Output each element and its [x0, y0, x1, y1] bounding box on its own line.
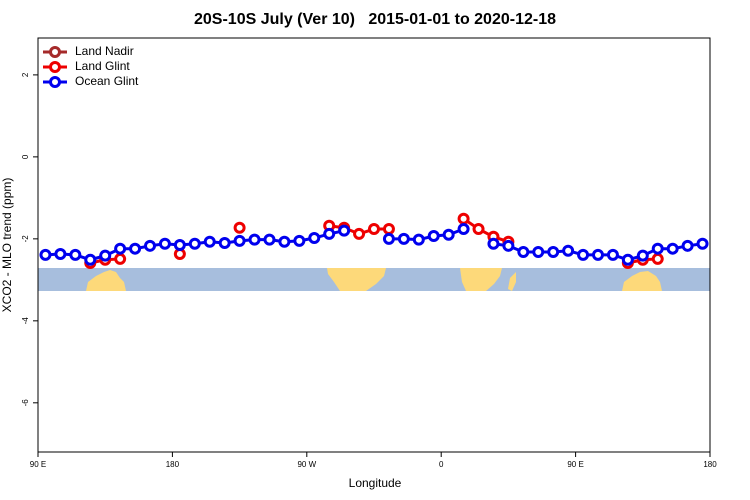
data-point: [323, 227, 336, 240]
data-point: [547, 245, 560, 258]
data-point: [457, 223, 470, 236]
data-point: [368, 223, 380, 236]
legend-label: Land Glint: [75, 59, 130, 73]
data-point: [382, 232, 395, 245]
data-point: [248, 233, 261, 246]
data-point: [308, 232, 321, 245]
data-point: [636, 249, 649, 262]
data-point: [144, 239, 156, 252]
plot-frame: [37, 37, 711, 453]
data-point: [427, 229, 440, 242]
data-point: [203, 235, 216, 248]
data-point: [218, 236, 231, 249]
data-point: [39, 248, 52, 261]
legend-marker: [49, 46, 61, 58]
data-point: [69, 248, 82, 261]
map-band: [38, 268, 710, 291]
data-point: [278, 235, 291, 248]
x-tick-label: 180: [166, 460, 180, 469]
legend-marker: [49, 61, 61, 73]
data-point: [99, 249, 112, 262]
data-point: [681, 239, 694, 252]
legend-label: Land Nadir: [75, 44, 134, 58]
y-tick-label: 0: [21, 154, 30, 159]
x-tick-label: 90 E: [567, 460, 583, 469]
data-point: [472, 223, 485, 236]
y-tick-label: 2: [21, 72, 30, 77]
data-point: [129, 242, 142, 255]
data-point: [412, 233, 425, 246]
data-point: [353, 227, 366, 240]
data-point: [517, 245, 530, 258]
x-tick-label: 180: [703, 460, 717, 469]
data-point: [158, 237, 171, 250]
data-point: [188, 237, 201, 250]
chart-title: 20S-10S July (Ver 10) 2015-01-01 to 2020…: [194, 11, 556, 28]
x-axis-label: Longitude: [349, 476, 402, 490]
data-point: [666, 242, 679, 255]
data-point: [577, 248, 590, 261]
x-tick-label: 0: [439, 460, 444, 469]
data-point: [173, 239, 186, 251]
y-tick-label: -6: [21, 399, 30, 407]
data-point: [263, 233, 276, 246]
data-point: [114, 242, 127, 255]
data-point: [651, 252, 664, 265]
data-point: [233, 221, 246, 234]
data-point: [696, 237, 709, 250]
y-tick-label: -4: [21, 317, 30, 325]
data-point: [651, 242, 664, 255]
data-point: [487, 237, 500, 250]
data-point: [606, 248, 619, 261]
x-tick-label: 90 W: [297, 460, 316, 469]
data-point: [84, 253, 97, 266]
data-point: [233, 234, 246, 247]
data-point: [293, 234, 306, 247]
data-point: [338, 224, 351, 237]
y-axis-label: XCO2 - MLO trend (ppm): [0, 178, 14, 313]
data-point: [442, 228, 455, 241]
data-point: [592, 248, 604, 261]
legend-marker: [49, 76, 61, 88]
data-point: [54, 248, 67, 261]
data-point: [397, 232, 410, 245]
data-point: [502, 239, 515, 252]
data-point: [382, 223, 395, 236]
data-point: [562, 244, 575, 257]
y-tick-label: -2: [21, 235, 30, 243]
data-point: [114, 252, 127, 265]
legend-label: Ocean Glint: [75, 74, 139, 88]
data-point: [457, 212, 470, 225]
data-point: [532, 245, 545, 258]
data-point: [621, 253, 634, 266]
x-tick-label: 90 E: [30, 460, 46, 469]
